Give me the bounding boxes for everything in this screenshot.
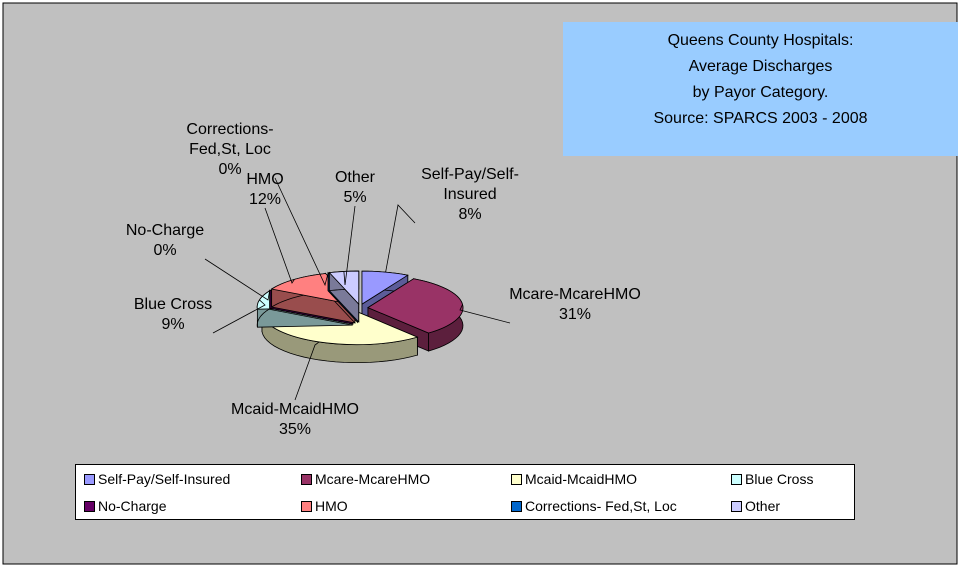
pie-slice [328,270,360,324]
legend-label: Blue Cross [745,471,814,487]
legend-item: HMO [301,498,348,514]
legend-label: HMO [315,498,348,514]
label-category: Mcare-McareHMO [509,286,641,303]
data-label: Mcare-McareHMO 31% [500,285,650,325]
legend-item: Other [731,498,780,514]
legend-item: No-Charge [84,498,166,514]
data-label: Other 5% [325,168,385,208]
label-category: Other [334,169,375,186]
legend-swatch [511,474,522,485]
label-category: No-Charge [125,222,205,239]
legend-swatch [511,501,522,512]
legend-item: Mcaid-McaidHMO [511,471,637,487]
data-label: No-Charge 0% [115,221,215,261]
title-box: Queens County Hospitals: Average Discharg… [563,22,958,156]
data-label: Mcaid-McaidHMO 35% [210,400,380,440]
legend-swatch [301,474,312,485]
leader-line [204,258,271,301]
label-category: Corrections- Fed,St, Loc [186,121,274,158]
leader-line [343,205,356,286]
label-category: Blue Cross [133,296,213,313]
label-value: 0% [153,242,177,259]
title-line: Average Discharges [688,58,833,75]
legend-item: Mcare-McareHMO [301,471,430,487]
leader-line [212,299,266,334]
label-value: 0% [218,161,242,178]
legend-label: Corrections- Fed,St, Loc [525,498,677,514]
leader-line [385,204,416,273]
legend-label: No-Charge [98,498,167,514]
leader-line [264,207,295,284]
legend-label: Mcaid-McaidHMO [525,471,638,487]
label-value: 5% [343,189,367,206]
label-category: Mcaid-McaidHMO [230,401,359,418]
label-value: 31% [558,306,592,323]
slice-top [361,270,409,305]
label-value: 8% [458,206,482,223]
title-line: Queens County Hospitals: [667,32,854,49]
slice-top [328,270,360,306]
legend: Self-Pay/Self-Insured Mcare-McareHMO Mcaid… [75,464,855,520]
title-line: Source: SPARCS 2003 - 2008 [653,110,868,127]
leader-line [459,304,511,324]
label-category: Self-Pay/Self-Insured [421,166,519,203]
data-label: Self-Pay/Self-Insured 8% [405,165,535,225]
label-value: 9% [161,316,185,333]
label-category: HMO [246,171,284,188]
legend-label: Self-Pay/Self-Insured [98,471,231,487]
title-line: by Payor Category. [692,84,829,101]
leader-line [294,341,320,401]
pie-slice [367,277,464,352]
label-value: 12% [248,191,282,208]
legend-swatch [301,501,312,512]
legend-swatch [731,474,742,485]
label-value: 35% [278,421,312,438]
data-label: Blue Cross 9% [123,295,223,335]
legend-label: Mcare-McareHMO [315,471,431,487]
legend-swatch [84,501,95,512]
leader-line [274,177,329,287]
legend-item: Corrections- Fed,St, Loc [511,498,677,514]
data-label: HMO 12% [235,170,295,210]
legend-label: Other [745,498,781,514]
legend-swatch [84,474,95,485]
data-label: Corrections- Fed,St, Loc 0% [175,120,285,180]
legend-item: Blue Cross [731,471,813,487]
legend-swatch [731,501,742,512]
legend-item: Self-Pay/Self-Insured [84,471,230,487]
